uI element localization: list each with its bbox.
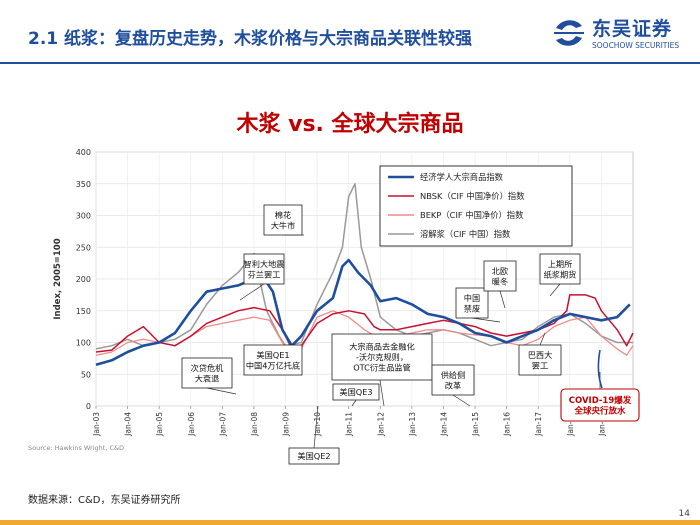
annotation-label: 大牛市 [271, 220, 296, 230]
annotation-label: 罢工 [532, 360, 548, 370]
annotation-pointer [539, 332, 546, 346]
annotation-label: 中国 [464, 293, 480, 303]
legend-entry: 溶解浆（CIF 中国）指数 [420, 229, 511, 239]
slide-header: 2.1 纸浆：复盘历史走势，木浆价格与大宗商品关联性较强 东吴证券 SOOCHO… [0, 0, 700, 66]
annotation-label: COVID-19爆发 [569, 395, 632, 406]
annotation-label: 次贷危机 [191, 363, 225, 373]
x-tick-label: Jan-15 [471, 412, 480, 437]
annotation-box [181, 357, 233, 389]
header-divider [0, 62, 700, 64]
source-note: Source: Hawkins Wright, C&D [28, 444, 125, 452]
x-tick-label: Jan-08 [250, 412, 259, 437]
y-tick-label: 300 [76, 212, 91, 221]
annotation-label: 大宗商品去金融化 [349, 342, 415, 352]
annotation-label: -沃尔克规则， [356, 352, 408, 362]
annotation-pointer [313, 405, 319, 449]
x-tick-label: Jan-17 [534, 412, 543, 437]
y-axis-label: Index, 2005=100 [53, 238, 63, 319]
x-tick-label: Jan-10 [313, 412, 322, 437]
annotation-label: 巴西大 [528, 350, 553, 360]
legend-entry: 经济学人大宗商品指数 [420, 172, 504, 182]
annotation-box [288, 447, 340, 465]
x-tick-label: Jan-12 [376, 412, 385, 437]
annotation-label: 全球央行放水 [573, 405, 626, 416]
annotation-box [455, 287, 489, 319]
annotation-label: 北欧 [492, 266, 508, 276]
x-tick-label: Jan-03 [92, 412, 101, 437]
annotation-label: 禁废 [464, 303, 480, 313]
annotation-label: 供给侧 [441, 370, 466, 380]
annotation-pointer [379, 379, 385, 407]
logo-english-name: SOOCHOW SECURITIES [592, 41, 680, 50]
y-tick-label: 250 [76, 243, 91, 252]
annotation-box [431, 364, 475, 396]
annotation-label: 美国QE2 [297, 451, 330, 461]
chart-title: 木浆 vs. 全球大宗商品 [236, 112, 464, 137]
y-tick-label: 400 [76, 148, 91, 157]
x-tick-label: Jan-04 [124, 412, 133, 437]
company-logo: 东吴证券 SOOCHOW SECURITIES [546, 14, 696, 54]
y-tick-label: 100 [76, 339, 91, 348]
x-tick-label: Jan-13 [408, 412, 417, 437]
legend-entry: NBSK（CIF 中国净价）指数 [420, 191, 525, 201]
data-source: 数据来源：C&D，东吴证券研究所 [28, 495, 181, 506]
annotation-label: 芬兰罢工 [248, 269, 281, 279]
annotation-box [263, 204, 303, 236]
annotation-label: 大衰退 [195, 373, 220, 383]
annotation-label: 棉花 [275, 210, 291, 220]
annotation-pointer [206, 387, 237, 395]
logo-chinese-name: 东吴证券 [592, 18, 673, 40]
annotation-label: 中国4万亿托底 [246, 360, 300, 370]
covid-arrow [597, 349, 603, 389]
x-tick-label: Jan-18 [566, 412, 575, 437]
annotation-label: 暖冬 [492, 276, 508, 286]
annotation-pointer [499, 290, 506, 309]
y-tick-label: 200 [76, 275, 91, 284]
annotation-label: 上期所 [548, 259, 573, 269]
series-line [95, 294, 634, 353]
x-tick-label: Jan-06 [187, 412, 196, 437]
annotation-box [243, 253, 285, 285]
slide-title: 2.1 纸浆：复盘历史走势，木浆价格与大宗商品关联性较强 [28, 29, 473, 49]
legend-box [379, 165, 573, 247]
annotation-box [243, 344, 303, 376]
annotation-label: 智利大地震 [244, 259, 285, 269]
legend-entry: BEKP（CIF 中国净价）指数 [420, 210, 524, 220]
annotation-pointer [351, 399, 357, 407]
x-tick-label: Jan-14 [439, 412, 448, 437]
annotation-box [560, 388, 640, 422]
annotation-label: 纸浆期货 [544, 269, 577, 279]
annotation-label: 美国QE3 [339, 387, 372, 397]
footer-bar [0, 520, 700, 525]
x-tick-label: Jan-07 [218, 412, 227, 437]
y-tick-label: 150 [76, 307, 91, 316]
page-number: 14 [678, 509, 690, 519]
annotation-box [331, 333, 433, 381]
y-tick-label: 350 [76, 180, 91, 189]
annotation-label: 美国QE1 [256, 350, 289, 360]
y-tick-label: 50 [81, 370, 91, 379]
annotation-pointer [239, 283, 265, 301]
annotation-pointer [549, 283, 561, 297]
annotation-box [332, 383, 380, 401]
annotation-pointer [471, 317, 501, 323]
series-line [95, 258, 631, 366]
x-tick-label: Jan-16 [503, 412, 512, 437]
annotation-label: OTC衍生品监管 [353, 363, 411, 373]
annotation-label: 改革 [445, 380, 461, 390]
x-tick-label: Jan-05 [155, 412, 164, 437]
x-tick-label: Jan-19 [597, 412, 606, 437]
x-tick-label: Jan-11 [345, 412, 354, 437]
logo-mark-icon [554, 20, 584, 46]
line-chart: 0 50 100 150 200 250 300 350 400 Jan-03 Jan-04 Jan-… [53, 148, 640, 465]
annotation-pointer [452, 394, 471, 407]
annotation-box [518, 344, 562, 376]
annotation-box [539, 253, 581, 285]
y-tick-label: 0 [86, 402, 91, 411]
annotation-box [483, 260, 517, 292]
x-tick-label: Jan-09 [282, 412, 291, 437]
